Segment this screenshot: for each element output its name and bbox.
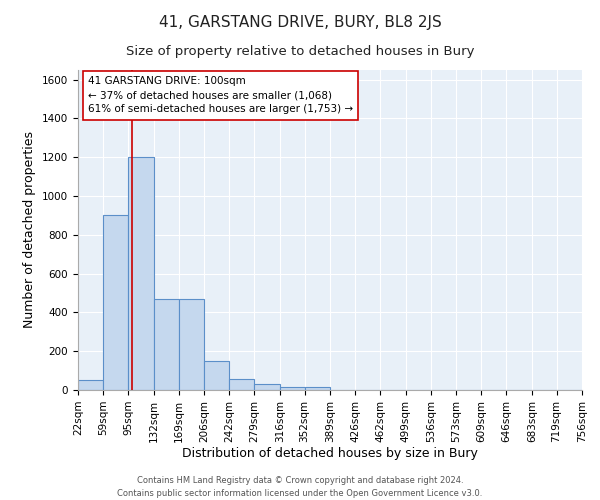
Text: Size of property relative to detached houses in Bury: Size of property relative to detached ho… xyxy=(126,45,474,58)
Bar xyxy=(128,158,154,390)
Bar xyxy=(280,387,305,390)
Text: Contains HM Land Registry data © Crown copyright and database right 2024.
Contai: Contains HM Land Registry data © Crown c… xyxy=(118,476,482,498)
Bar xyxy=(254,384,280,390)
X-axis label: Distribution of detached houses by size in Bury: Distribution of detached houses by size … xyxy=(182,448,478,460)
Bar xyxy=(154,299,179,390)
Text: 41 GARSTANG DRIVE: 100sqm
← 37% of detached houses are smaller (1,068)
61% of se: 41 GARSTANG DRIVE: 100sqm ← 37% of detac… xyxy=(88,76,353,114)
Bar xyxy=(103,216,128,390)
Y-axis label: Number of detached properties: Number of detached properties xyxy=(23,132,37,328)
Bar xyxy=(78,380,103,390)
Bar xyxy=(229,380,254,390)
Bar xyxy=(305,387,330,390)
Bar xyxy=(205,361,229,390)
Bar xyxy=(179,299,205,390)
Text: 41, GARSTANG DRIVE, BURY, BL8 2JS: 41, GARSTANG DRIVE, BURY, BL8 2JS xyxy=(158,15,442,30)
